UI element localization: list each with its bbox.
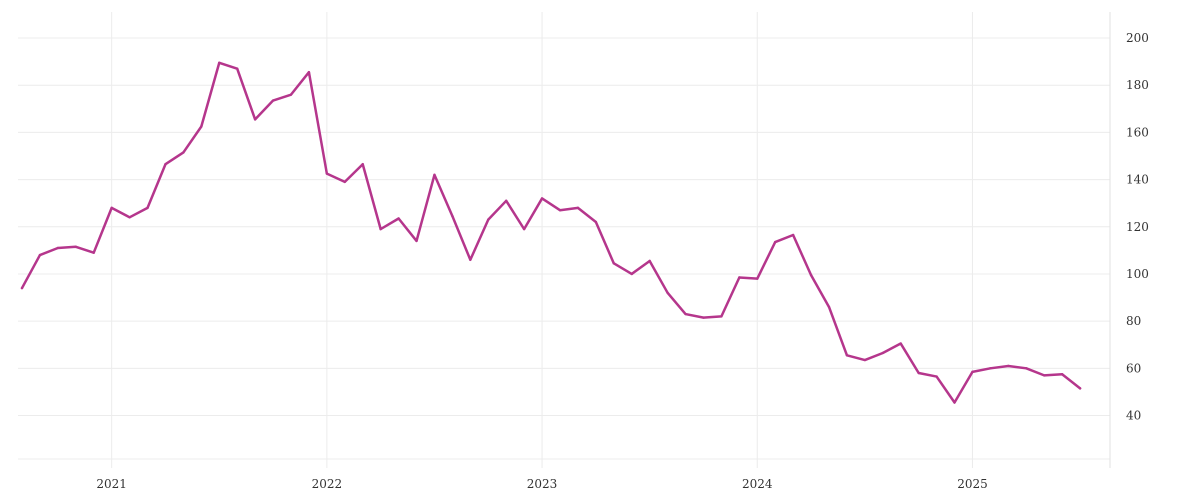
data-point	[469, 258, 472, 261]
data-point	[845, 354, 849, 357]
horizontal-gridlines	[18, 37, 1110, 460]
data-point	[630, 272, 633, 276]
data-point	[487, 218, 490, 221]
data-point	[827, 305, 831, 309]
data-point	[1025, 367, 1028, 370]
x-tick-label: 2025	[957, 477, 988, 491]
x-tick-label: 2021	[96, 477, 127, 491]
data-point	[666, 291, 669, 295]
data-point	[289, 93, 293, 96]
data-point	[648, 259, 651, 263]
data-point	[325, 172, 329, 175]
data-point	[1078, 387, 1082, 390]
data-point	[684, 312, 687, 316]
data-point	[702, 316, 705, 319]
data-point	[164, 163, 167, 166]
data-point	[20, 286, 24, 290]
data-point	[1007, 364, 1010, 368]
data-point	[1043, 374, 1046, 377]
x-tick-label: 2024	[742, 477, 773, 491]
data-point	[451, 214, 454, 218]
vertical-gridlines	[111, 12, 973, 468]
data-point	[92, 251, 95, 254]
data-point	[433, 173, 436, 177]
data-point	[971, 370, 974, 374]
data-point	[917, 371, 920, 375]
series-group	[20, 61, 1082, 404]
y-tick-label: 180	[1126, 78, 1149, 92]
data-point	[307, 71, 311, 74]
data-point	[881, 351, 884, 355]
data-point	[522, 227, 526, 231]
data-point	[38, 253, 42, 257]
data-point	[415, 239, 418, 243]
data-point	[361, 163, 364, 166]
data-point	[200, 125, 203, 128]
data-point	[558, 209, 562, 212]
data-point	[128, 216, 131, 219]
data-point	[397, 217, 400, 220]
data-point	[863, 358, 867, 362]
y-tick-label: 100	[1126, 267, 1149, 281]
y-tick-label: 60	[1126, 361, 1141, 375]
data-point	[791, 233, 795, 237]
data-point	[56, 246, 60, 250]
data-point	[899, 342, 902, 345]
y-tick-label: 120	[1126, 220, 1149, 234]
data-point	[935, 375, 938, 378]
y-tick-labels: 40 60 80 100 120 140 160 180 200	[1126, 31, 1149, 423]
data-point	[218, 61, 221, 64]
data-point	[953, 401, 956, 404]
data-point	[594, 220, 598, 224]
y-tick-label: 80	[1126, 314, 1141, 328]
data-point	[612, 262, 615, 265]
data-point	[505, 199, 508, 202]
data-point	[540, 197, 544, 200]
data-point	[774, 240, 777, 244]
x-tick-label: 2023	[527, 477, 558, 491]
data-point	[576, 206, 580, 210]
data-point	[74, 245, 78, 248]
data-point	[1060, 373, 1064, 376]
data-point	[110, 206, 113, 210]
data-point	[182, 151, 185, 154]
series-line	[20, 61, 1082, 404]
data-point	[236, 67, 239, 70]
y-tick-label: 140	[1126, 173, 1149, 187]
x-tick-label: 2022	[312, 477, 343, 491]
data-point	[720, 315, 723, 318]
data-point	[146, 206, 149, 210]
data-point	[343, 180, 346, 184]
data-point	[253, 118, 257, 121]
data-point	[989, 367, 992, 370]
y-tick-label: 40	[1126, 409, 1141, 423]
data-point	[756, 277, 759, 280]
data-point	[738, 276, 741, 279]
data-point	[271, 99, 275, 102]
data-point	[809, 273, 813, 277]
data-point	[379, 227, 382, 231]
x-tick-labels: 2021 2022 2023 2024 2025	[96, 477, 987, 491]
y-tick-label: 160	[1126, 125, 1149, 139]
y-tick-label: 200	[1126, 31, 1149, 45]
